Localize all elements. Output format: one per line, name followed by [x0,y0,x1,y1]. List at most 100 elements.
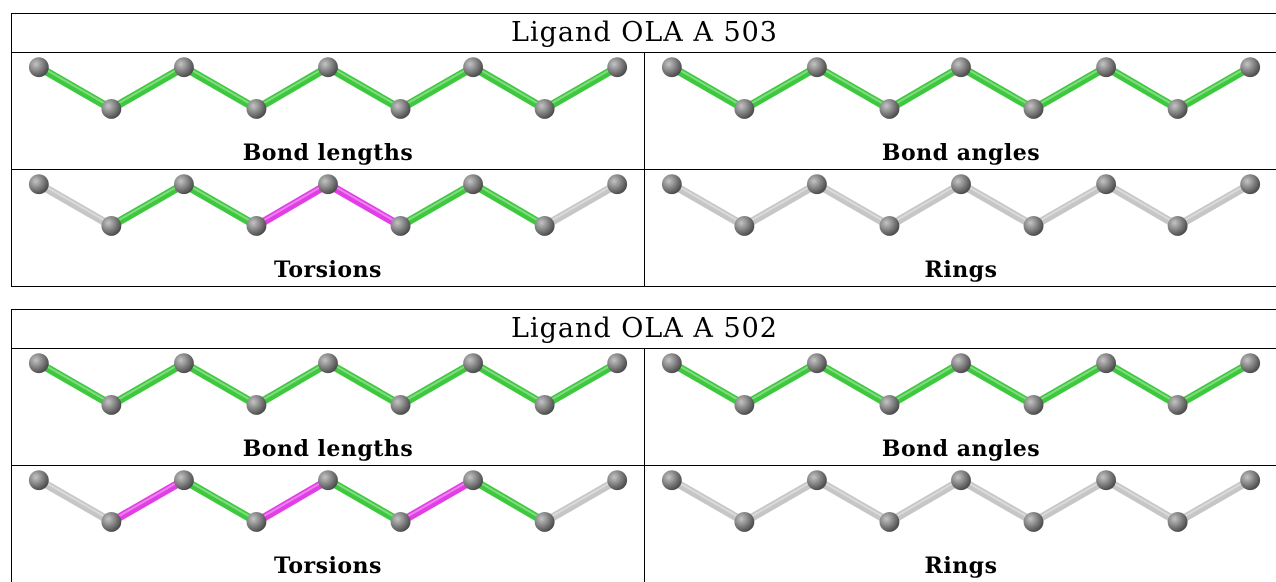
bond [667,359,749,409]
atom [734,511,755,532]
bond [885,63,965,113]
atom [879,98,900,119]
bond [540,476,622,526]
atom [607,353,628,374]
bond [740,180,821,230]
atom [951,353,971,374]
bond [179,359,261,409]
bond [885,476,965,526]
bond [812,180,894,230]
atom [951,470,971,491]
panel-caption: Torsions [274,257,382,283]
molecule-diagram [28,57,628,119]
atom [1023,215,1044,236]
panel-rings: Rings [645,170,1276,286]
bond [179,63,261,113]
atom [1023,511,1044,532]
bond [812,63,894,113]
bond [107,63,188,113]
bond [1173,359,1255,409]
atom [101,215,122,236]
panel-row: Bond lengths Bond angles [12,53,1276,169]
bond [396,476,478,526]
atom [607,174,628,195]
atom [246,394,267,415]
panel-row: Bond lengths Bond angles [12,349,1276,465]
bond [540,63,622,113]
atom [534,215,555,236]
panel-torsions: Torsions [12,170,645,286]
panel-torsions: Torsions [12,466,645,582]
ligand-table-1: Ligand OLA A 503 Bond lengths Bond angle… [11,13,1276,287]
bond [179,180,261,230]
atom [1023,394,1044,415]
atom [28,57,49,78]
atom [534,511,555,532]
atom [806,353,827,374]
atom [806,174,827,195]
atom [463,57,484,78]
atom [246,511,267,532]
bond [107,476,188,526]
molecule-diagram [28,353,628,415]
atom [1240,470,1261,491]
bond [540,180,622,230]
atom [28,470,49,491]
bond [812,476,894,526]
panel-bond-angles: Bond angles [645,53,1276,169]
bond [667,63,749,113]
bond [324,359,405,409]
panel-row: Torsions Rings [12,465,1276,582]
atom [1096,57,1117,78]
bond [252,476,332,526]
molecule-diagram [28,470,628,532]
atom [101,98,122,119]
atom [173,174,194,195]
bond [740,63,821,113]
atom [246,215,267,236]
bond [957,63,1038,113]
atom [951,57,971,78]
atom [28,174,49,195]
ligand-title: Ligand OLA A 502 [12,310,1276,349]
bond [957,180,1038,230]
atom [534,394,555,415]
bond [812,359,894,409]
panel-row: Torsions Rings [12,169,1276,286]
atom [951,174,971,195]
bond [1029,476,1111,526]
bond [1029,180,1111,230]
atom [463,353,484,374]
bond [34,63,116,113]
bond [324,476,405,526]
bond [667,476,749,526]
panel-rings: Rings [645,466,1276,582]
atom [879,215,900,236]
bond [469,63,549,113]
bond [252,63,332,113]
bond [1102,359,1182,409]
bond [1173,63,1255,113]
molecule-diagram [661,174,1261,236]
atom [318,57,338,78]
panel-caption: Bond lengths [242,436,414,462]
bond [34,180,116,230]
atom [463,470,484,491]
bond [396,180,478,230]
bond [885,359,965,409]
bond [252,180,332,230]
bond [1029,63,1111,113]
atom [173,353,194,374]
panel-caption: Bond angles [881,436,1041,462]
bond [34,476,116,526]
atom [246,98,267,119]
atom [806,57,827,78]
ligand-title: Ligand OLA A 503 [12,14,1276,53]
bond [324,63,405,113]
atom [607,57,628,78]
panel-bond-angles: Bond angles [645,349,1276,465]
bond [469,180,549,230]
bond [107,359,188,409]
atom [1167,98,1188,119]
atom [1167,394,1188,415]
